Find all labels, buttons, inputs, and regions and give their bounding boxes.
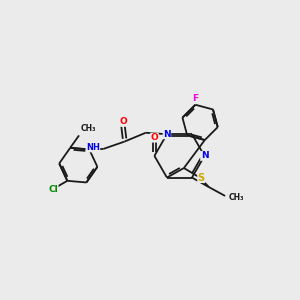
Text: O: O bbox=[151, 133, 158, 142]
Text: O: O bbox=[119, 117, 127, 126]
Text: S: S bbox=[198, 172, 205, 183]
Text: F: F bbox=[192, 94, 198, 103]
Text: CH₃: CH₃ bbox=[229, 193, 244, 202]
Text: CH₃: CH₃ bbox=[80, 124, 96, 133]
Text: N: N bbox=[201, 152, 208, 160]
Text: N: N bbox=[163, 130, 171, 139]
Text: Cl: Cl bbox=[48, 185, 58, 194]
Text: NH: NH bbox=[86, 143, 100, 152]
